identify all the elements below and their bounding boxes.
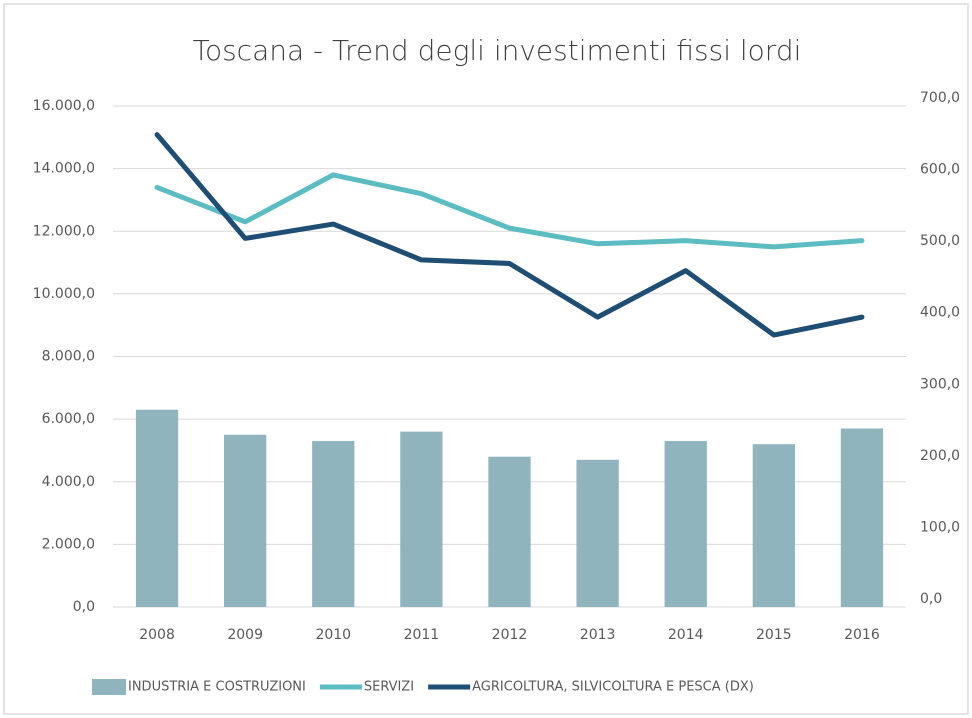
y-tick-label: 6.000,0 <box>42 411 95 427</box>
x-tick-label: 2014 <box>668 627 704 643</box>
x-tick-label: 2015 <box>756 627 792 643</box>
bar <box>664 441 707 607</box>
bar <box>840 428 884 607</box>
y-tick-label: 2.000,0 <box>42 536 95 552</box>
y-tick-label: 4.000,0 <box>42 474 95 490</box>
bar <box>312 441 355 607</box>
x-tick-label: 2012 <box>492 627 528 643</box>
legend-label: INDUSTRIA E COSTRUZIONI <box>128 680 306 695</box>
line <box>154 132 865 338</box>
x-tick-label: 2013 <box>580 627 616 643</box>
x-tick-label: 2016 <box>844 627 880 643</box>
y2-tick-label: 500,0 <box>920 233 960 249</box>
bar <box>488 456 531 607</box>
line <box>154 172 865 250</box>
bar <box>135 409 179 607</box>
legend-label: AGRICOLTURA, SILVICOLTURA E PESCA (DX) <box>472 680 754 695</box>
x-tick-label: 2011 <box>404 627 440 643</box>
x-tick-label: 2009 <box>227 627 263 643</box>
y2-tick-label: 600,0 <box>920 162 960 178</box>
y2-tick-label: 300,0 <box>920 376 960 392</box>
y2-tick-label: 0,0 <box>920 591 942 607</box>
y-tick-label: 0,0 <box>73 599 95 615</box>
y2-tick-label: 200,0 <box>920 448 960 464</box>
y-tick-label: 8.000,0 <box>42 349 95 365</box>
y-tick-label: 12.000,0 <box>33 223 95 239</box>
y2-tick-label: 400,0 <box>920 305 960 321</box>
chart-title: Toscana - Trend degli investimenti fissi… <box>193 34 802 67</box>
x-tick-label: 2010 <box>315 627 351 643</box>
x-tick-label: 2008 <box>139 627 175 643</box>
y-tick-label: 16.000,0 <box>33 98 95 114</box>
y-tick-label: 10.000,0 <box>33 286 95 302</box>
y-tick-label: 14.000,0 <box>33 161 95 177</box>
legend-label: SERVIZI <box>364 680 414 695</box>
legend-swatch <box>92 679 126 695</box>
y2-tick-label: 100,0 <box>920 519 960 535</box>
bar <box>400 431 443 607</box>
bar <box>752 444 795 607</box>
bar <box>576 459 619 607</box>
y2-tick-label: 700,0 <box>920 90 960 106</box>
bar <box>224 434 267 607</box>
